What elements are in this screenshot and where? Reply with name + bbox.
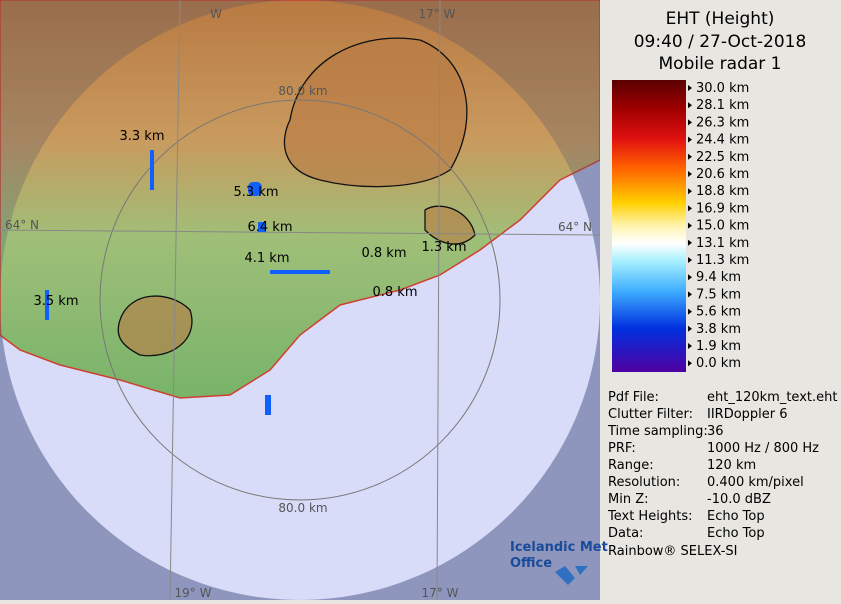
scale-tick	[688, 205, 692, 212]
echo-height-label: 3.5 km	[34, 294, 79, 309]
echo	[258, 222, 266, 232]
color-bar	[612, 80, 686, 372]
range-ring	[99, 99, 501, 501]
radar-name: Mobile radar 1	[659, 54, 782, 74]
info-label: Pdf File:	[608, 390, 659, 405]
scale-tick	[688, 325, 692, 332]
scale-label: 15.0 km	[696, 219, 749, 234]
scale-label: 22.5 km	[696, 150, 749, 165]
subtitle: 09:40 / 27-Oct-2018	[634, 32, 807, 52]
echo-height-label: 0.8 km	[373, 285, 418, 300]
graticule-label: 19° W	[175, 586, 212, 600]
info-value: 120 km	[707, 458, 756, 473]
echo	[45, 290, 49, 320]
graticule-label: 64° N	[5, 218, 39, 232]
scale-tick	[688, 274, 692, 281]
echoes	[45, 150, 330, 415]
info-label: Text Heights:	[607, 509, 693, 524]
out-of-range-shade	[0, 0, 601, 600]
scale-label: 16.9 km	[696, 201, 749, 216]
echo	[270, 270, 330, 274]
info-value: Echo Top	[707, 509, 765, 524]
scale-tick	[688, 291, 692, 298]
scale-tick	[688, 257, 692, 263]
graticule-label: 17° W	[419, 7, 456, 21]
info-label: Resolution:	[608, 475, 680, 490]
scale-label: 5.6 km	[696, 305, 741, 320]
scale-tick	[688, 136, 692, 143]
info-label: Range:	[608, 458, 654, 473]
scale-label: 28.1 km	[696, 98, 749, 113]
graticule-label: 64° N	[558, 220, 592, 234]
scale-tick	[688, 360, 692, 367]
scale-label: 24.4 km	[696, 133, 749, 148]
graticule-label: 17° W	[422, 586, 459, 600]
logo-text: Office	[510, 556, 552, 571]
scale-label: 3.8 km	[696, 322, 741, 337]
echo-height-label: 3.3 km	[120, 129, 165, 144]
echo	[248, 182, 262, 196]
info-label: Min Z:	[608, 492, 649, 507]
graticule-label: W	[210, 7, 222, 21]
scale-label: 7.5 km	[696, 287, 741, 302]
echo-height-label: 6.4 km	[248, 220, 293, 235]
scale-label: 9.4 km	[696, 270, 741, 285]
scale-tick	[688, 343, 692, 349]
echo-height-label: 4.1 km	[245, 251, 290, 266]
echo	[150, 150, 154, 190]
glaciers	[117, 37, 476, 357]
title: EHT (Height)	[666, 9, 775, 29]
echo-height-label: 0.8 km	[362, 246, 407, 261]
scale-tick	[688, 222, 692, 229]
scale-tick	[688, 119, 692, 126]
scale-label: 11.3 km	[696, 253, 749, 268]
scale-tick	[688, 171, 692, 177]
info-value: 36	[707, 424, 724, 439]
scale-tick	[688, 153, 692, 160]
logo-mark	[555, 566, 588, 585]
info-label: Clutter Filter:	[608, 407, 693, 422]
range-label: 80.0 km	[278, 84, 327, 98]
scale-label: 0.0 km	[696, 356, 741, 371]
info-value: Echo Top	[707, 526, 765, 541]
scale-tick	[688, 308, 692, 315]
echo-height-label: 1.3 km	[422, 240, 467, 255]
scale-label: 30.0 km	[696, 81, 749, 96]
logo-text: Icelandic Met	[510, 540, 608, 555]
info-value: -10.0 dBZ	[707, 492, 771, 507]
info-value: 1000 Hz / 800 Hz	[707, 441, 819, 456]
scale-label: 13.1 km	[696, 236, 749, 251]
scale-tick	[688, 85, 692, 91]
echo-height-label: 5.3 km	[234, 185, 279, 200]
scale-tick	[688, 239, 692, 246]
scale-label: 26.3 km	[696, 115, 749, 130]
echo	[265, 395, 271, 415]
credit: Rainbow® SELEX-SI	[608, 544, 738, 559]
scale-label: 20.6 km	[696, 167, 749, 182]
info-value: eht_120km_text.eht	[707, 390, 837, 405]
scale-tick	[688, 102, 692, 109]
scale-label: 18.8 km	[696, 184, 749, 199]
info-label: PRF:	[608, 441, 636, 456]
scale-label: 1.9 km	[696, 339, 741, 354]
range-label: 80.0 km	[278, 501, 327, 515]
info-label: Data:	[608, 526, 643, 541]
graticule	[0, 0, 601, 601]
info-value: 0.400 km/pixel	[707, 475, 804, 490]
info-value: IIRDoppler 6	[707, 407, 788, 422]
scale-tick	[688, 188, 692, 195]
info-label: Time sampling:	[607, 424, 708, 439]
